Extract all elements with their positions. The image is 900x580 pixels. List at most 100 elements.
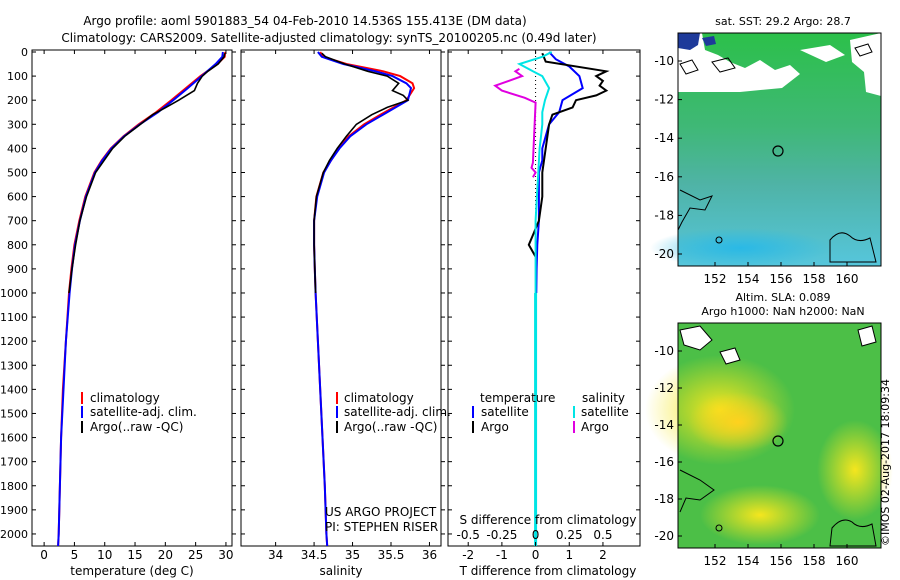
sst-map: sat. SST: 29.2 Argo: 28.7 -10-12-14-16-1… <box>650 15 882 286</box>
series-line-argo <box>68 53 226 294</box>
x-tick-label: -2 <box>462 548 474 562</box>
salinity-panel <box>240 49 442 547</box>
x-axes: 0 5 10 15 20 25 30 34 34.5 35 35.5 36 -2 -1 0 1 2 -0.5 -0.… <box>40 50 612 562</box>
map-lat-label: -16 <box>654 455 674 469</box>
sst-map-frame <box>677 32 882 267</box>
land-mask <box>719 347 741 365</box>
coastline <box>715 236 723 244</box>
map-lon-label: 156 <box>770 272 793 286</box>
temperature-legend: climatology satellite-adj. clim. Argo(..… <box>81 391 197 434</box>
coastline <box>829 232 877 263</box>
sst-map-title: sat. SST: 29.2 Argo: 28.7 <box>715 15 851 28</box>
sla-map-frame <box>677 322 882 549</box>
map-lat-label: -14 <box>654 131 674 145</box>
x-tick-label: 36 <box>422 548 437 562</box>
map-lon-label: 152 <box>704 272 727 286</box>
depth-tick-label: 0 <box>21 46 28 59</box>
x-tick-label: 34 <box>268 548 283 562</box>
cloud-mask <box>678 33 800 92</box>
temperature-lines <box>57 51 227 546</box>
difference-xlabel: T difference from climatology <box>459 564 637 578</box>
legend-satellite: satellite-adj. clim. <box>90 405 197 419</box>
cloud-mask <box>850 33 881 96</box>
temperature-xlabel: temperature (deg C) <box>70 564 193 578</box>
legend-climatology: climatology <box>90 391 160 405</box>
credit-stamp: ©IMOS 02-Aug-2017 18:09:34 <box>879 379 892 546</box>
map-lat-label: -20 <box>654 247 674 261</box>
s-tick-label: -0.5 <box>456 528 479 542</box>
depth-tick-label: 1500 <box>0 407 28 420</box>
map-lat-label: -12 <box>654 381 674 395</box>
sst-cool-region <box>650 228 830 268</box>
series-line-t-satellite <box>535 51 584 294</box>
series-line-s-satellite <box>516 51 553 546</box>
project-name: US ARGO PROJECT <box>325 505 437 519</box>
map-lat-label: -18 <box>654 208 674 222</box>
difference-lines <box>493 51 610 546</box>
legend-argo: Argo(..raw -QC) <box>344 420 437 434</box>
sla-high-region <box>700 485 820 545</box>
title-line-1: Argo profile: aoml 5901883_54 04-Feb-201… <box>83 14 526 28</box>
salinity-lines <box>313 51 416 546</box>
land-mask <box>702 36 716 46</box>
x-tick-label: 35.5 <box>378 548 405 562</box>
series-line-satellite-adj-clim- <box>57 51 224 546</box>
coastline <box>854 43 873 57</box>
depth-tick-label: 1300 <box>0 359 28 372</box>
x-tick-label: 34.5 <box>301 548 328 562</box>
x-tick-label: 25 <box>188 548 203 562</box>
depth-tick-label: 400 <box>7 142 28 155</box>
depth-tick-label: 900 <box>7 263 28 276</box>
depth-tick-label: 1700 <box>0 456 28 469</box>
depth-tick-label: 1400 <box>0 383 28 396</box>
depth-tick-label: 200 <box>7 94 28 107</box>
depth-tick-label: 100 <box>7 70 28 83</box>
sla-map-title-1: Altim. SLA: 0.089 <box>735 291 830 304</box>
s-tick-label: 0.5 <box>593 528 612 542</box>
coastline <box>711 57 736 73</box>
coastline <box>715 524 723 532</box>
legend-s-argo: Argo <box>581 420 609 434</box>
land-mask <box>857 325 877 347</box>
depth-tick-label: 600 <box>7 191 28 204</box>
x-tick-label: 35 <box>345 548 360 562</box>
land-mask <box>678 33 700 50</box>
legend-argo: Argo(..raw -QC) <box>90 420 183 434</box>
argo-location-marker <box>772 435 784 447</box>
title-line-2: Climatology: CARS2009. Satellite-adjuste… <box>61 31 596 45</box>
sst-map-ticks: -10 -12 -14 -16 -18 -20 152 154 156 158 160 <box>654 54 858 286</box>
x-tick-label: 30 <box>218 548 233 562</box>
pi-name: PI: STEPHEN RISER <box>325 520 438 534</box>
legend-temperature-title: temperature <box>480 391 555 405</box>
map-lat-label: -10 <box>654 344 674 358</box>
legend-climatology: climatology <box>344 391 414 405</box>
map-lat-label: -16 <box>654 170 674 184</box>
x-tick-label: 5 <box>71 548 79 562</box>
sla-map-title-2: Argo h1000: NaN h2000: NaN <box>701 305 864 318</box>
sla-high-region <box>817 420 893 520</box>
x-tick-label: 0 <box>532 548 540 562</box>
x-tick-label: 10 <box>97 548 112 562</box>
map-lat-label: -10 <box>654 54 674 68</box>
land-mask <box>679 325 713 351</box>
difference-legend: temperature salinity satellite Argo sate… <box>472 391 629 434</box>
sla-high-region <box>688 392 788 452</box>
legend-t-argo: Argo <box>481 420 509 434</box>
depth-tick-label: 800 <box>7 239 28 252</box>
map-lon-label: 158 <box>803 272 826 286</box>
x-tick-label: 0 <box>40 548 48 562</box>
x-tick-label: 2 <box>599 548 607 562</box>
coastline <box>677 189 713 231</box>
x-tick-label: 15 <box>127 548 142 562</box>
depth-tick-label: 2000 <box>0 528 28 541</box>
depth-tick-label: 1900 <box>0 504 28 517</box>
series-line-t-argo <box>527 52 610 258</box>
depth-tick-label: 1200 <box>0 335 28 348</box>
temperature-panel <box>31 49 233 547</box>
depth-tick-label: 1600 <box>0 432 28 445</box>
map-lon-label: 158 <box>803 554 826 568</box>
map-lat-label: -14 <box>654 418 674 432</box>
map-lon-label: 160 <box>836 554 859 568</box>
s-tick-label: 0 <box>532 528 540 542</box>
